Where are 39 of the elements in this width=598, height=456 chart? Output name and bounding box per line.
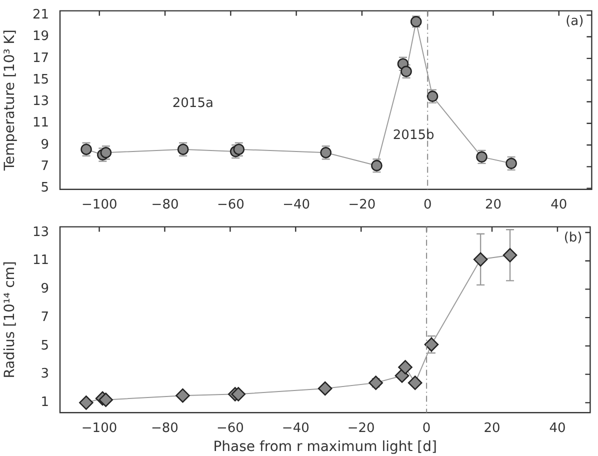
- y-tick-label: 13: [32, 94, 49, 110]
- y-tick-label: 5: [40, 338, 49, 354]
- y-tick-label: 15: [32, 72, 49, 88]
- y-tick-label: 1: [40, 395, 49, 410]
- y-tick-label: 7: [40, 159, 49, 174]
- x-tick-label: −80: [151, 198, 179, 213]
- y-axis-title: Radius [10¹⁴ cm]: [2, 261, 18, 378]
- y-tick-label: 11: [32, 116, 49, 131]
- x-axis-title: Phase from r maximum light [d]: [213, 439, 437, 456]
- y-tick-label: 3: [40, 366, 49, 382]
- y-tick-label: 5: [40, 180, 49, 196]
- x-tick-label: −20: [347, 420, 375, 436]
- y-tick-label: 7: [40, 310, 49, 325]
- x-tick-label: −100: [81, 420, 118, 436]
- annotation: 2015a: [172, 96, 214, 112]
- x-tick-label: −40: [282, 420, 310, 436]
- y-tick-label: 11: [32, 253, 49, 268]
- x-tick-label: −20: [348, 198, 376, 213]
- y-tick-label: 19: [32, 29, 49, 44]
- x-tick-label: −80: [151, 420, 178, 436]
- x-tick-label: −60: [216, 420, 244, 436]
- x-tick-label: −100: [82, 198, 118, 213]
- y-tick-label: 9: [40, 137, 49, 152]
- y-tick-label: 9: [40, 282, 49, 297]
- annotation: (b): [564, 230, 582, 246]
- x-tick-label: 40: [550, 198, 568, 213]
- annotation: (a): [566, 14, 584, 29]
- x-tick-label: 40: [549, 420, 566, 436]
- x-tick-label: −40: [282, 198, 310, 213]
- x-tick-label: 20: [484, 198, 502, 213]
- x-tick-label: 20: [484, 420, 500, 436]
- x-tick-label: 0: [422, 420, 431, 436]
- y-tick-label: 21: [32, 8, 49, 23]
- x-tick-label: −60: [216, 198, 244, 213]
- y-axis-title: Temperature [10³ K]: [2, 30, 18, 172]
- y-tick-label: 13: [32, 224, 49, 240]
- annotation: 2015b: [392, 128, 434, 144]
- x-tick-label: 0: [423, 198, 432, 213]
- y-tick-label: 17: [32, 50, 49, 66]
